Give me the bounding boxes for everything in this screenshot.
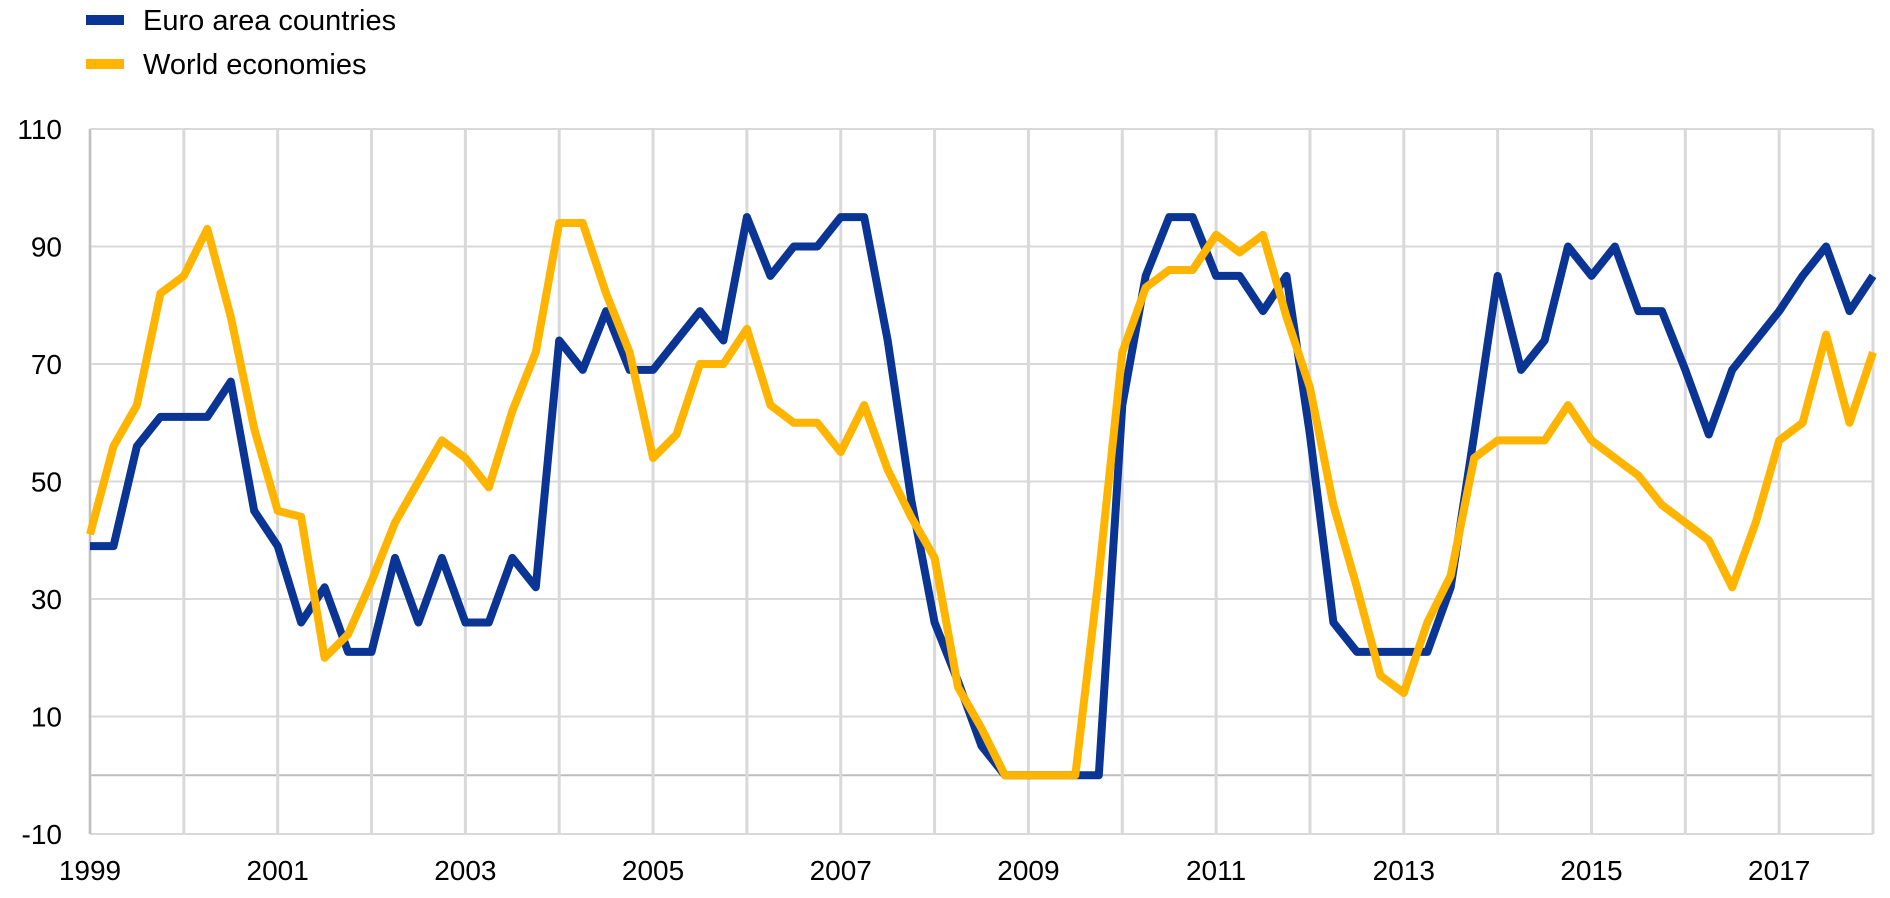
series-line [86, 219, 1877, 780]
x-tick-label: 2003 [434, 855, 496, 886]
y-tick-label: -10 [22, 819, 62, 850]
y-tick-label: 10 [31, 702, 62, 733]
x-tick-label: 2009 [997, 855, 1059, 886]
x-tick-label: 2001 [247, 855, 309, 886]
axes: -10 10 30 50 70 90 110 1999 2001 2003 2005 2007 2009… [17, 114, 1810, 886]
y-tick-label: 70 [31, 349, 62, 380]
x-tick-label: 2017 [1748, 855, 1810, 886]
x-tick-label: 1999 [59, 855, 121, 886]
y-tick-label: 90 [31, 232, 62, 263]
x-tick-label: 2005 [622, 855, 684, 886]
legend-swatch [86, 59, 124, 69]
x-tick-label: 2013 [1373, 855, 1435, 886]
legend-swatch [86, 15, 124, 25]
series-layer [86, 213, 1877, 780]
x-tick-label: 2011 [1186, 855, 1246, 886]
y-tick-label: 50 [31, 467, 62, 498]
x-tick-label: 2007 [810, 855, 872, 886]
y-tick-label: 30 [31, 584, 62, 615]
legend: Euro area countries World economies [86, 5, 396, 81]
y-tick-label: 110 [17, 114, 62, 145]
x-tick-label: 2015 [1560, 855, 1622, 886]
legend-label: Euro area countries [143, 5, 396, 37]
legend-label: World economies [143, 49, 367, 81]
grid [88, 128, 1875, 835]
series-line [90, 213, 1877, 780]
